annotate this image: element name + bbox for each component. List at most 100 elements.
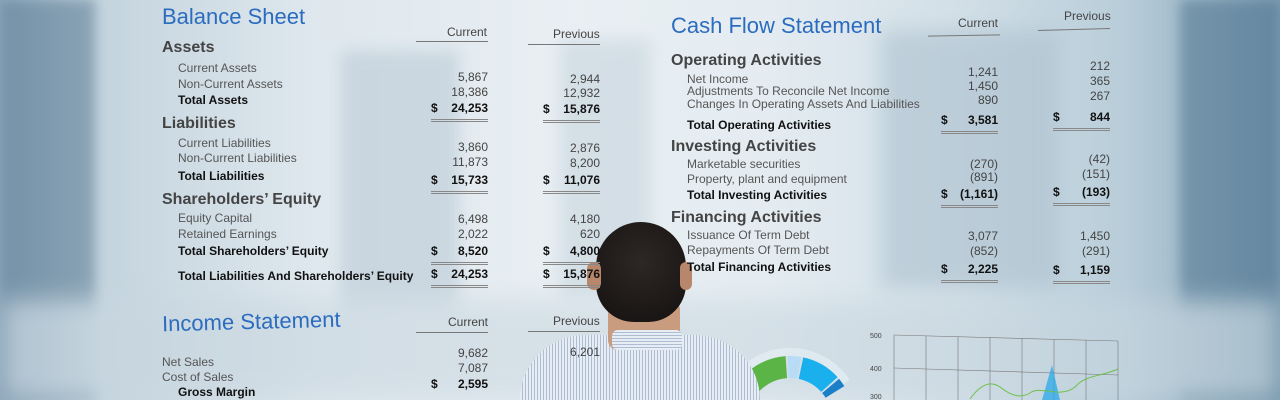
- previous-value: 8,200: [569, 156, 600, 170]
- currency-sign: $: [431, 377, 438, 391]
- previous-value: 15,876: [563, 102, 600, 116]
- section-heading: Investing Activities: [671, 138, 817, 155]
- total-underline: [543, 285, 600, 288]
- previous-value: (291): [1081, 244, 1110, 258]
- balance-col-current: Current: [447, 25, 488, 39]
- current-value: 7,087: [457, 361, 488, 375]
- row-label: Property, plant and equipment: [687, 172, 847, 186]
- previous-value: 2,944: [569, 72, 600, 86]
- total-label: Total Liabilities And Shareholders’ Equi…: [178, 269, 414, 283]
- previous-value: 2,876: [569, 141, 600, 155]
- current-value: 6,498: [457, 212, 488, 226]
- currency-sign: $: [431, 173, 438, 187]
- current-value: (852): [969, 244, 998, 258]
- current-value: 2,022: [457, 227, 488, 241]
- total-underline: [431, 119, 488, 122]
- previous-value: 620: [579, 227, 600, 241]
- section-heading: Liabilities: [162, 115, 236, 132]
- currency-sign: $: [1053, 263, 1060, 277]
- current-value: 11,873: [452, 155, 488, 169]
- cash-flow-col-previous: Previous: [1064, 9, 1111, 23]
- current-value: 9,682: [457, 346, 488, 360]
- donut-halo: [730, 348, 850, 385]
- row-label: Equity Capital: [178, 211, 253, 225]
- donut-segment-cyan: [798, 357, 838, 392]
- currency-sign: $: [941, 262, 948, 276]
- total-underline: [941, 205, 998, 208]
- total-underline: [431, 285, 488, 288]
- total-label: Total Investing Activities: [687, 188, 828, 202]
- donut-segment-blue: [822, 378, 845, 398]
- row-label: Retained Earnings: [178, 227, 277, 241]
- previous-value: 15,876: [563, 267, 600, 281]
- current-value: 3,860: [457, 140, 488, 154]
- previous-value: 844: [1089, 110, 1110, 124]
- income-col-current: Current: [448, 315, 489, 329]
- total-underline: [543, 120, 600, 123]
- row-label: Non-Current Assets: [178, 77, 283, 91]
- section-heading: Assets: [162, 39, 215, 56]
- currency-sign: $: [1053, 185, 1060, 199]
- row-label: Current Assets: [178, 61, 257, 75]
- y-tick-500: 500: [870, 333, 882, 340]
- total-label: Total Assets: [178, 93, 249, 107]
- row-label: Issuance Of Term Debt: [687, 228, 810, 242]
- current-value: (1,161): [959, 187, 998, 201]
- row-label: Non-Current Liabilities: [178, 151, 297, 165]
- total-underline: [1053, 281, 1110, 284]
- row-label: Changes In Operating Assets And Liabilit…: [687, 97, 920, 111]
- row-label: Adjustments To Reconcile Net Income: [687, 84, 890, 98]
- donut-segment-light-blue: [787, 356, 802, 379]
- previous-value: (151): [1081, 167, 1110, 181]
- total-underline: [1053, 128, 1110, 131]
- total-underline: [431, 191, 488, 194]
- section-heading: Operating Activities: [671, 52, 822, 69]
- total-label: Total Financing Activities: [687, 260, 832, 274]
- previous-value: 365: [1089, 74, 1110, 88]
- previous-value: 1,159: [1079, 263, 1110, 277]
- total-underline: [543, 262, 600, 265]
- y-tick-400: 400: [870, 366, 882, 373]
- balance-col-previous: Previous: [553, 27, 600, 41]
- row-label: Net Income: [687, 72, 749, 86]
- total-label: Total Operating Activities: [687, 118, 832, 132]
- y-tick-300: 300: [870, 394, 882, 400]
- chart-peak: [1042, 365, 1060, 400]
- previous-value: 1,450: [1079, 229, 1110, 243]
- current-value: (270): [969, 157, 998, 171]
- current-value: 8,520: [457, 244, 488, 258]
- current-value: 1,241: [967, 65, 998, 79]
- currency-sign: $: [543, 267, 550, 281]
- previous-value: 4,180: [569, 212, 600, 226]
- current-value: 5,867: [457, 70, 488, 84]
- previous-value: 11,076: [563, 173, 600, 187]
- previous-value: 212: [1089, 59, 1110, 73]
- row-label: Net Sales: [162, 355, 215, 369]
- previous-value: (42): [1088, 152, 1110, 166]
- cash-flow-title: Cash Flow Statement: [671, 13, 882, 38]
- income-statement-title: Income Statement: [161, 306, 341, 337]
- current-value: 18,386: [451, 85, 488, 99]
- current-value: 15,733: [451, 173, 488, 187]
- balance-sheet-title: Balance Sheet: [162, 4, 306, 29]
- total-label: Total Shareholders’ Equity: [178, 244, 329, 258]
- total-underline: [941, 131, 998, 134]
- current-value: 3,581: [967, 113, 998, 127]
- total-underline: [941, 280, 998, 283]
- previous-value: 267: [1089, 89, 1110, 103]
- series-line: [969, 368, 1119, 400]
- section-heading: Financing Activities: [671, 209, 822, 226]
- currency-sign: $: [941, 113, 948, 127]
- current-value: 890: [977, 93, 998, 107]
- currency-sign: $: [543, 173, 550, 187]
- previous-value: 12,932: [563, 86, 600, 100]
- current-value: 2,225: [967, 262, 998, 276]
- row-label: Marketable securities: [687, 157, 801, 171]
- currency-sign: $: [431, 244, 438, 258]
- previous-value: (193): [1081, 185, 1110, 199]
- current-value: (891): [969, 170, 998, 184]
- total-underline: [431, 262, 488, 265]
- total-underline: [1053, 203, 1110, 206]
- currency-sign: $: [941, 187, 948, 201]
- cash-flow-col-current: Current: [958, 16, 999, 30]
